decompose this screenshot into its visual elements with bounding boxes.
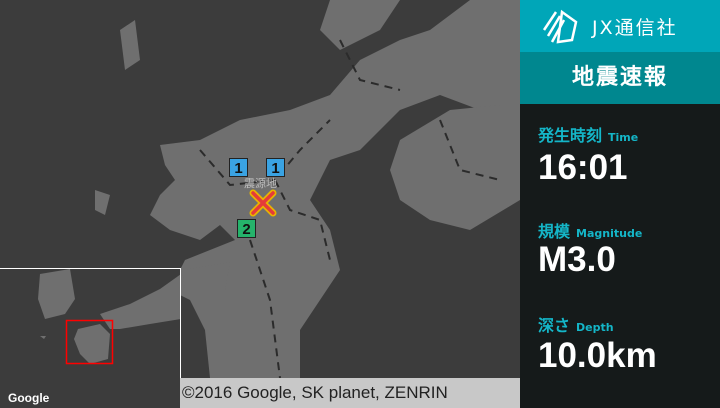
time-label: 発生時刻 Time xyxy=(538,126,639,145)
station-intensity-badge: 1 xyxy=(266,158,285,177)
info-panel: JX通信社 地震速報 発生時刻 Time 16:01 規模 Magnitude M3… xyxy=(520,0,720,408)
magnitude-label: 規模 Magnitude xyxy=(538,222,643,241)
jx-logo-icon xyxy=(542,9,578,44)
overview-inset-map: Google xyxy=(0,268,181,408)
map-copyright: ©2016 Google, SK planet, ZENRIN xyxy=(180,378,520,408)
magnitude-value: M3.0 xyxy=(538,240,616,279)
time-value: 16:01 xyxy=(538,148,628,187)
station-intensity-badge: 1 xyxy=(229,158,248,177)
map[interactable]: 1 1 2 震源地 Google ©2016 Google, SK planet… xyxy=(0,0,520,408)
epicenter-marker xyxy=(249,189,277,217)
epicenter-label: 震源地 xyxy=(244,177,277,190)
panel-title: 地震速報 xyxy=(520,52,720,104)
depth-value: 10.0km xyxy=(538,336,657,375)
depth-label: 深さ Depth xyxy=(538,316,614,335)
brand-name: JX通信社 xyxy=(592,16,678,39)
map-land xyxy=(95,0,520,379)
google-logo: Google xyxy=(8,391,50,405)
brand-header: JX通信社 xyxy=(520,0,720,52)
station-intensity-badge: 2 xyxy=(237,219,256,238)
